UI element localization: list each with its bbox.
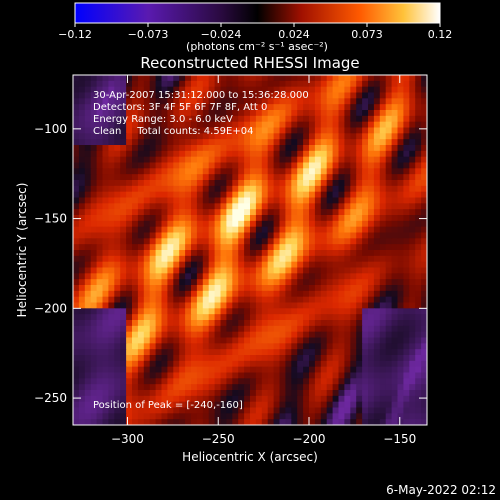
plot-frame	[72, 74, 428, 426]
x-tick-label: −200	[293, 432, 326, 446]
x-axis: −300 −250 −200 −150	[111, 75, 416, 446]
colorbar-tick-label: −0.073	[128, 28, 169, 41]
y-tick-label: −150	[34, 212, 67, 226]
footer-date: 6-May-2022 02:12	[386, 483, 496, 497]
chart-title: Reconstructed RHESSI Image	[140, 54, 359, 72]
colorbar-tick-label: −0.12	[58, 28, 92, 41]
colorbar-tick-label: −0.024	[201, 28, 242, 41]
colorbar-tick-label: 0.024	[278, 28, 310, 41]
colorbar-ticks: −0.12 −0.073 −0.024 0.024 0.073 0.12	[58, 23, 452, 41]
y-tick-label: −100	[34, 122, 67, 136]
y-tick-label: −200	[34, 301, 67, 315]
annotation-detectors: Detectors: 3F 4F 5F 6F 7F 8F, Att 0	[93, 102, 267, 113]
annotation-clean-counts: Clean Total counts: 4.59E+04	[93, 126, 253, 137]
y-axis: −100 −150 −200 −250	[34, 122, 427, 405]
colorbar: −0.12 −0.073 −0.024 0.024 0.073 0.12 (photons…	[58, 2, 452, 53]
x-tick-label: −150	[383, 432, 416, 446]
y-tick-label: −250	[34, 391, 67, 405]
annotation-energy-range: Energy Range: 3.0 - 6.0 keV	[93, 114, 233, 125]
colorbar-tick-label: 0.073	[351, 28, 383, 41]
colorbar-units: (photons cm⁻² s⁻¹ asec⁻²)	[186, 40, 328, 53]
x-axis-label: Heliocentric X (arcsec)	[182, 450, 318, 464]
annotation-peak-position: Position of Peak = [-240,-160]	[93, 400, 243, 411]
colorbar-tick-label: 0.12	[428, 28, 453, 41]
heatmap-image	[73, 75, 427, 425]
y-axis-label: Heliocentric Y (arcsec)	[15, 183, 29, 318]
x-tick-label: −250	[202, 432, 235, 446]
annotation-time-range: 30-Apr-2007 15:31:12.000 to 15:36:28.000	[93, 90, 309, 101]
x-tick-label: −300	[111, 432, 144, 446]
colorbar-gradient	[74, 2, 441, 24]
